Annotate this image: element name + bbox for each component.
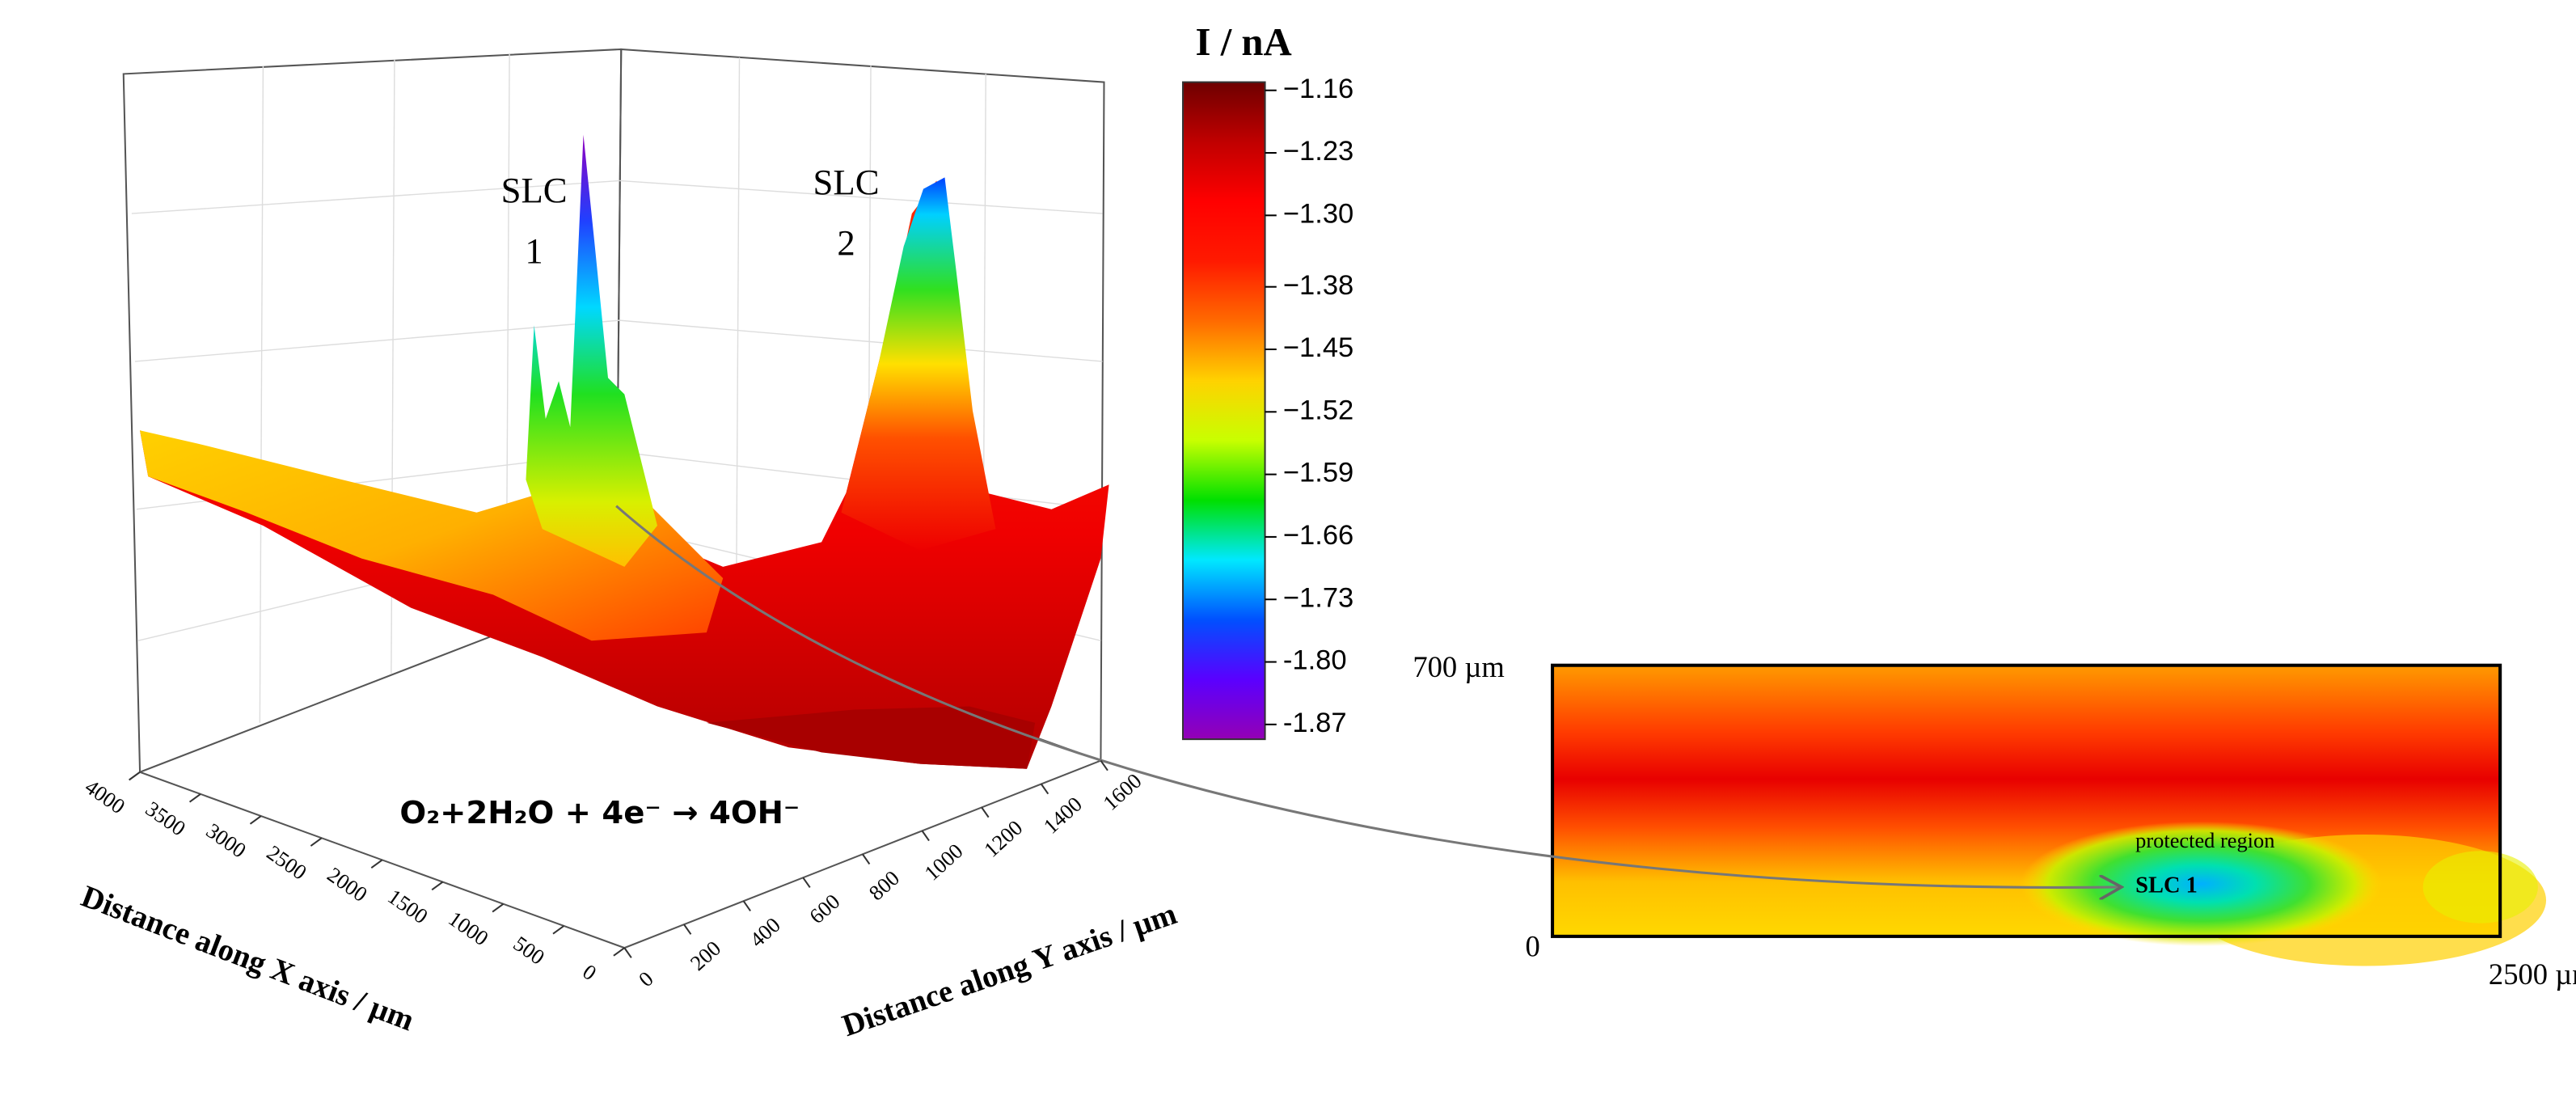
y-axis-tick	[1040, 783, 1049, 795]
surface-trough	[706, 706, 1036, 769]
colorbar-tick-label: −1.52	[1283, 395, 1353, 425]
slc2-peak	[841, 177, 996, 551]
peak-name: SLC	[813, 162, 880, 202]
y-axis-tick-label: 1400	[1039, 792, 1087, 839]
x-axis-tick	[249, 815, 262, 825]
y-axis-tick-label: 600	[804, 889, 844, 928]
y-axis-tick-label: 1000	[919, 839, 967, 886]
x-axis-tick-label: 2000	[323, 862, 371, 907]
y-axis-tick	[1100, 759, 1109, 771]
x-axis-tick	[431, 881, 444, 891]
peak-name: SLC	[501, 170, 568, 210]
y-axis-tick-label: 800	[864, 865, 904, 905]
peak-number: 1	[525, 230, 543, 271]
map: 700 µm 0 2500 µm protected region SLC 1	[1413, 650, 2576, 991]
x-axis-tick-label: 1000	[444, 906, 492, 950]
colorbar-tick-label: −1.38	[1283, 270, 1353, 301]
x-axis-tick-label: 500	[509, 931, 550, 969]
y-axis-tick-label: 1200	[979, 815, 1027, 862]
link-arrow	[615, 505, 2119, 888]
colorbar	[1181, 81, 1266, 741]
x-axis-tick-label: 2500	[263, 840, 311, 885]
colorbar-tick-label: −1.66	[1283, 520, 1353, 551]
x-axis-tick	[552, 925, 565, 935]
map-contour	[2422, 851, 2538, 924]
y-axis-tick-label: 400	[745, 912, 784, 952]
colorbar-tick-label: −1.45	[1283, 332, 1353, 363]
map-frame	[1551, 663, 2502, 938]
map-spot	[2021, 821, 2382, 947]
x-axis-tick-label: 3500	[141, 797, 190, 841]
left-wall	[122, 48, 623, 774]
colorbar-tick-label: −1.73	[1283, 582, 1353, 613]
y-axis-tick	[981, 806, 990, 818]
y-axis-tick-label: 200	[686, 936, 725, 975]
x-axis-tick	[492, 902, 505, 913]
map-region-label: protected region	[2135, 828, 2274, 852]
colorbar-tick-label: −1.59	[1283, 458, 1353, 488]
x-axis-title: Distance along X axis / µm	[77, 880, 419, 1038]
surface-base	[140, 180, 1109, 769]
y-axis-tick	[683, 924, 692, 935]
equation: O₂+2H₂O + 4e⁻ → 4OH⁻	[399, 795, 800, 831]
x-axis-tick-label: 1500	[383, 884, 432, 928]
x-axis-tick	[370, 859, 383, 869]
y-axis-tick	[742, 900, 751, 911]
x-axis-tick-label: 4000	[81, 774, 129, 818]
colorbar-tick-label: -1.80	[1283, 645, 1347, 676]
colorbar-tick-label: −1.30	[1283, 198, 1353, 229]
y-axis-tick-label: 1600	[1098, 768, 1146, 815]
colorbar-tick-label: -1.87	[1283, 708, 1347, 738]
map-x-end: 2500 µm	[2489, 957, 2576, 991]
x-axis-tick	[129, 771, 141, 781]
colorbar-title: I / nA	[1196, 20, 1292, 64]
x-axis-tick	[310, 837, 323, 847]
colorbar-tick-label: −1.23	[1283, 136, 1353, 167]
y-axis-tick-label: 0	[634, 966, 658, 991]
y-axis-tick	[802, 877, 811, 889]
slc1-peak	[526, 134, 657, 567]
y-axis-tick	[862, 853, 871, 865]
x-axis-tick-label: 0	[578, 959, 601, 985]
map-y-top: 700 µm	[1413, 650, 1504, 683]
y-axis-tick	[921, 830, 930, 842]
colorbar-tick-label: −1.16	[1283, 74, 1353, 104]
map-spot-label: SLC 1	[2135, 873, 2198, 898]
map-origin: 0	[1526, 930, 1540, 963]
surface-ridge	[140, 430, 724, 641]
x-axis-tick	[188, 793, 201, 803]
y-axis-title: Distance along Y axis / µm	[838, 897, 1181, 1043]
surface	[140, 134, 1109, 769]
x-axis-tick	[613, 947, 625, 957]
x-axis-tick-label: 3000	[202, 818, 251, 863]
peak-number: 2	[837, 222, 855, 263]
y-axis-tick	[623, 947, 632, 958]
